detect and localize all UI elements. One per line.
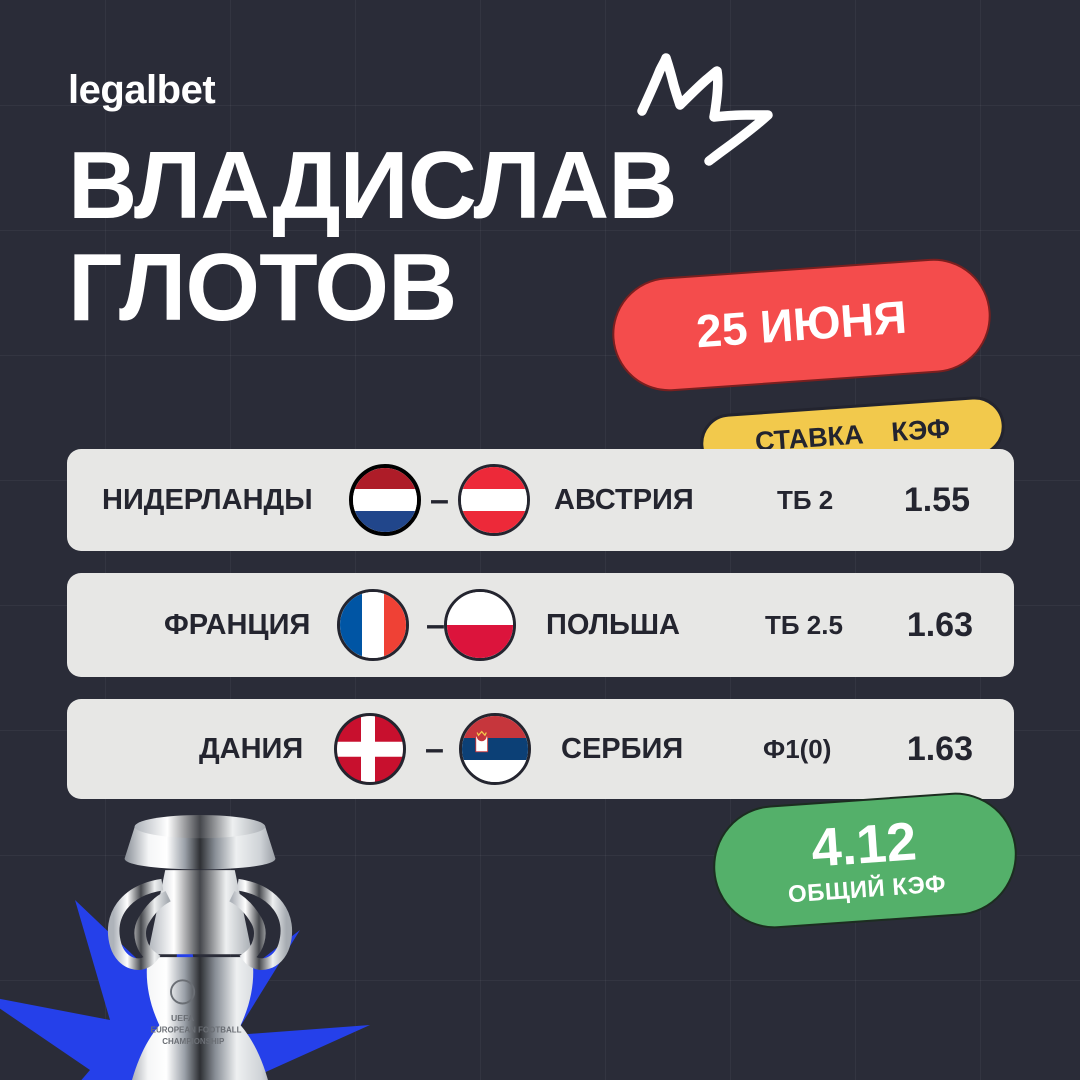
svg-text:CHAMPIONSHIP: CHAMPIONSHIP	[162, 1037, 225, 1046]
svg-text:UEFA: UEFA	[171, 1013, 195, 1023]
svg-text:EUROPEAN FOOTBALL: EUROPEAN FOOTBALL	[151, 1026, 242, 1035]
